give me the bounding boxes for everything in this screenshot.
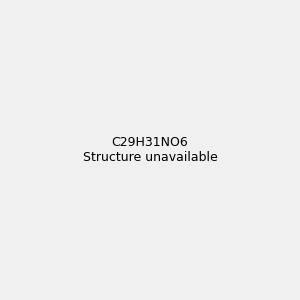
Text: C29H31NO6
Structure unavailable: C29H31NO6 Structure unavailable — [82, 136, 218, 164]
